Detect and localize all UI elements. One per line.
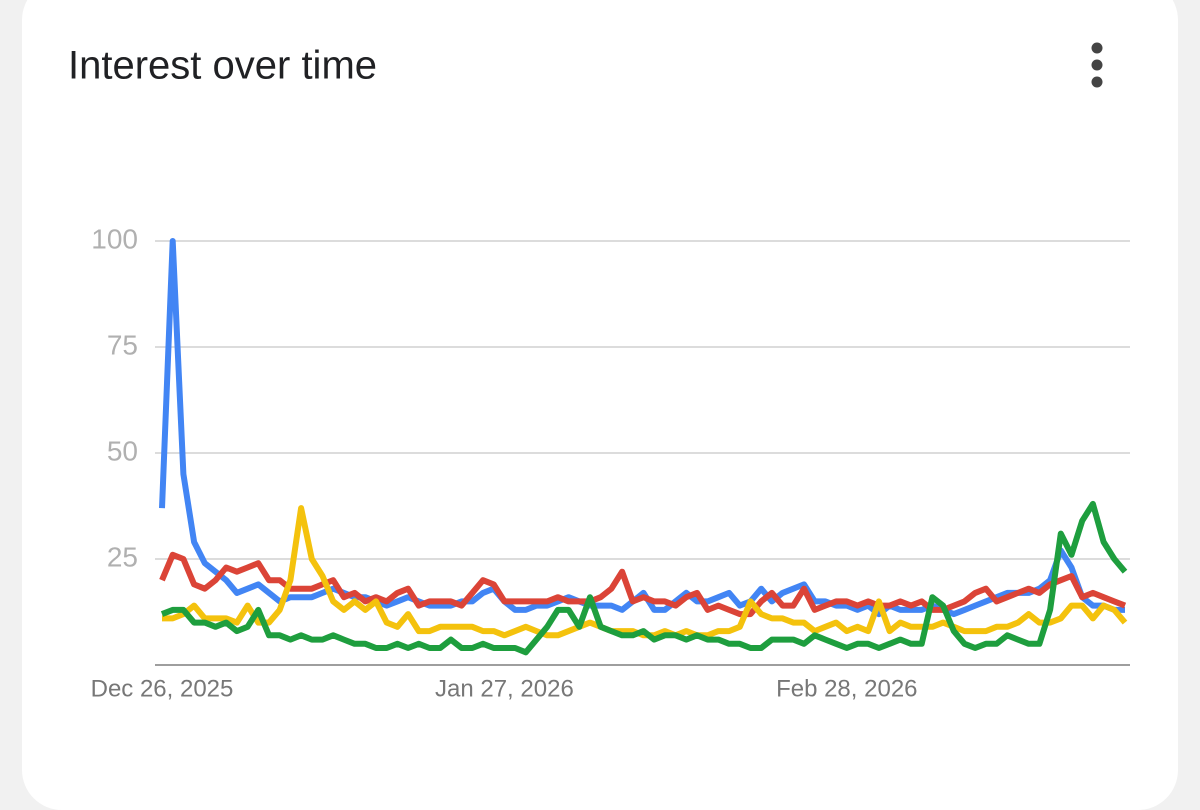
more-menu[interactable]: [1091, 42, 1103, 88]
y-tick-label: 100: [91, 223, 138, 254]
y-tick-label: 75: [107, 329, 138, 360]
series-line: [160, 500, 1128, 656]
menu-dot: [1091, 59, 1103, 71]
chart-title: Interest over time: [68, 44, 377, 88]
x-tick-label: Dec 26, 2025: [91, 675, 234, 702]
series-line: [159, 551, 1127, 618]
menu-dot: [1091, 42, 1103, 54]
y-tick-label: 25: [107, 541, 138, 572]
y-tick-label: 50: [107, 435, 138, 466]
series-line: [159, 238, 1125, 618]
x-tick-label: Feb 28, 2026: [776, 675, 917, 702]
chart: Interest over time 25 50 75 100 Dec 26, 2025…: [68, 42, 1130, 702]
x-tick-label: Jan 27, 2026: [435, 675, 574, 702]
page: Interest over time 25 50 75 100 Dec 26, 2025…: [22, 0, 1178, 810]
menu-dot: [1091, 76, 1103, 88]
series-line: [162, 505, 1128, 639]
card: [22, 0, 1178, 810]
